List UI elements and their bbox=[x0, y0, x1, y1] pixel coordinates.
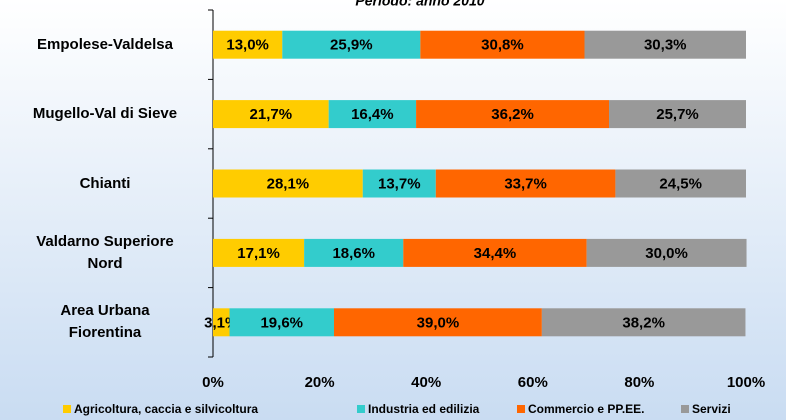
subtitle: Periodo: anno 2010 bbox=[355, 0, 484, 9]
bar-segment bbox=[213, 169, 363, 198]
bar-segment bbox=[229, 308, 334, 337]
data-label: 13,0% bbox=[226, 37, 269, 54]
data-label: 19,6% bbox=[260, 314, 303, 331]
data-label: 25,9% bbox=[330, 37, 373, 54]
bar-segment bbox=[213, 308, 230, 337]
bar-segment bbox=[420, 30, 585, 59]
bar-segment bbox=[416, 100, 610, 129]
bar-segment bbox=[328, 100, 417, 129]
bar-segment bbox=[609, 100, 746, 129]
x-tick-label: 100% bbox=[727, 374, 765, 391]
data-label: 30,3% bbox=[644, 37, 687, 54]
legend-label: Agricoltura, caccia e silvicoltura bbox=[74, 402, 258, 416]
bar-segment bbox=[213, 30, 283, 59]
data-label: 13,7% bbox=[378, 175, 421, 192]
data-label: 34,4% bbox=[474, 245, 517, 262]
bar-segment bbox=[213, 238, 305, 267]
data-label: 16,4% bbox=[351, 106, 394, 123]
x-tick-label: 0% bbox=[202, 374, 224, 391]
data-label: 25,7% bbox=[656, 106, 699, 123]
data-label: 30,0% bbox=[645, 245, 688, 262]
legend-label: Servizi bbox=[692, 402, 731, 416]
data-label: 28,1% bbox=[267, 175, 310, 192]
x-tick-label: 80% bbox=[624, 374, 654, 391]
data-label: 39,0% bbox=[417, 314, 460, 331]
category-label: Empolese-Valdelsa bbox=[37, 35, 173, 53]
bar-segment bbox=[403, 238, 587, 267]
bar-segment bbox=[282, 30, 421, 59]
bar-segment bbox=[541, 308, 746, 337]
category-label: Mugello-Val di Sieve bbox=[32, 105, 178, 123]
bar-segment bbox=[584, 30, 746, 59]
x-tick-label: 40% bbox=[411, 374, 441, 391]
data-label: 38,2% bbox=[622, 314, 665, 331]
data-label: 30,8% bbox=[481, 37, 524, 54]
legend-label: Commercio e PP.EE. bbox=[528, 402, 645, 416]
legend-swatch bbox=[357, 405, 365, 413]
data-label: 36,2% bbox=[491, 106, 534, 123]
data-label: 18,6% bbox=[332, 245, 375, 262]
data-label: 24,5% bbox=[659, 175, 702, 192]
data-label: 17,1% bbox=[237, 245, 280, 262]
bar-segment bbox=[213, 100, 329, 129]
legend-swatch bbox=[517, 405, 525, 413]
category-label: Chianti bbox=[79, 174, 131, 192]
x-tick-label: 20% bbox=[305, 374, 335, 391]
legend-swatch bbox=[63, 405, 71, 413]
bar-segment bbox=[435, 169, 616, 198]
bar-segment bbox=[615, 169, 746, 198]
legend-label: Industria ed edilizia bbox=[368, 402, 480, 416]
category-label: Valdarno Superiore Nord bbox=[36, 232, 174, 272]
bar-segment bbox=[304, 238, 404, 267]
data-label: 33,7% bbox=[504, 175, 547, 192]
bar-segment bbox=[586, 238, 747, 267]
x-tick-label: 60% bbox=[518, 374, 548, 391]
data-label: 21,7% bbox=[250, 106, 293, 123]
legend-swatch bbox=[681, 405, 689, 413]
bar-segment bbox=[333, 308, 542, 337]
category-label: Area Urbana Fiorentina bbox=[60, 302, 150, 342]
bar-segment bbox=[362, 169, 436, 198]
